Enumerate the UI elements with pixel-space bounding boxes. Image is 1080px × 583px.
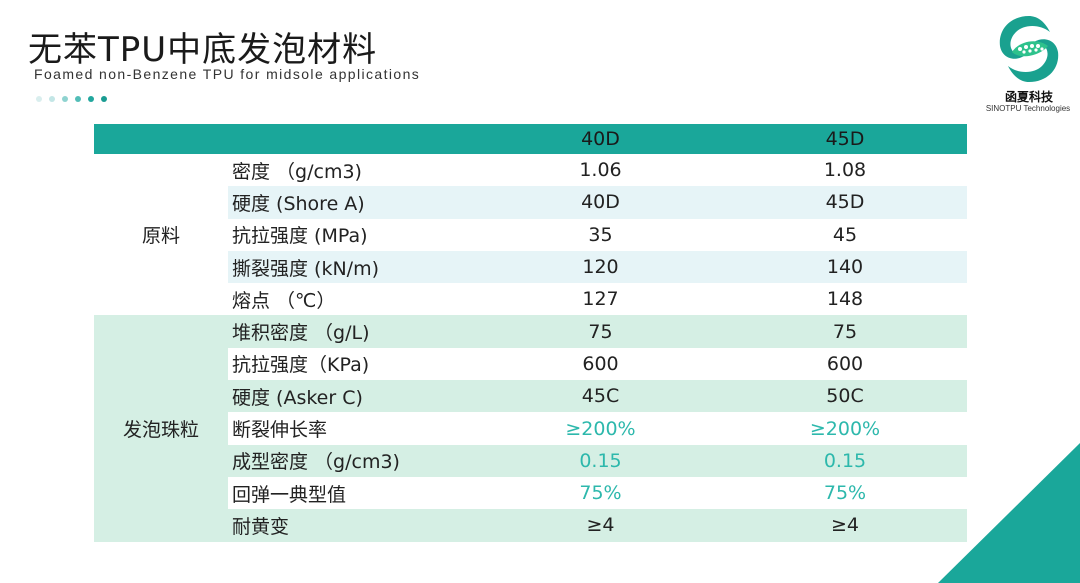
value-45d-cell: 75 [723,315,967,348]
table-header-row: 40D 45D [94,124,967,154]
property-cell: 耐黄变 [228,509,478,542]
value-45d-cell: 75% [723,476,967,510]
brand-name-en: SINOTPU Technologies [985,104,1071,113]
table-row: 撕裂强度 (kN/m) 120 140 [94,250,967,284]
property-cell: 密度 （g/cm3) [228,154,478,187]
brand-name-cn: 函夏科技 [1004,90,1053,104]
dot [49,96,55,102]
value-40d-cell: 1.06 [478,154,723,187]
table-row: 耐黄变 ≥4 ≥4 [94,509,967,542]
table-row: 硬度 (Asker C) 45C 50C [94,380,967,413]
dot [75,96,81,102]
property-cell: 成型密度 （g/cm3) [228,444,478,477]
page-title: 无苯TPU中底发泡材料 [28,30,378,70]
table-row: 断裂伸长率 ≥200% ≥200% [94,412,967,445]
property-cell: 回弹一典型值 [228,476,478,510]
corner-decoration [938,443,1080,583]
company-logo: 函夏科技 SINOTPU Technologies [984,12,1074,116]
value-40d-cell: 75 [478,315,723,348]
property-cell: 撕裂强度 (kN/m) [228,250,478,284]
value-45d-cell: 45 [723,218,967,251]
group-label: 发泡珠粒 [94,315,228,542]
value-40d-cell: 120 [478,250,723,284]
dot [36,96,42,102]
header-group-cell [94,124,228,154]
value-45d-cell: 50C [723,380,967,413]
value-45d-cell: 1.08 [723,154,967,187]
table-row: 原料 密度 （g/cm3) 1.06 1.08 [94,154,967,316]
table-row: 熔点 （℃） 127 148 [94,283,967,316]
value-40d-cell: 45C [478,380,723,413]
table-row: 发泡珠粒 堆积密度 （g/L) 75 75 [94,315,967,542]
property-cell: 抗拉强度 (MPa) [228,218,478,251]
page-subtitle: Foamed non-Benzene TPU for midsole appli… [34,66,421,82]
value-40d-cell: 75% [478,476,723,510]
value-45d-cell: 0.15 [723,444,967,477]
decorative-dots [36,96,107,102]
value-45d-cell: 148 [723,283,967,316]
green-swirl-logo-icon [999,16,1059,82]
value-40d-cell: 0.15 [478,444,723,477]
value-40d-cell: 127 [478,283,723,316]
header-col-40d: 40D [478,124,723,154]
property-cell: 堆积密度 （g/L) [228,315,478,348]
dot [62,96,68,102]
table-row: 成型密度 （g/cm3) 0.15 0.15 [94,444,967,477]
value-45d-cell: 45D [723,186,967,219]
value-40d-cell: ≥4 [478,509,723,542]
value-45d-cell: ≥4 [723,509,967,542]
property-cell: 抗拉强度（KPa) [228,347,478,381]
header-col-45d: 45D [723,124,967,154]
value-40d-cell: 600 [478,347,723,381]
table-row: 硬度 (Shore A) 40D 45D [94,186,967,219]
value-40d-cell: 40D [478,186,723,219]
group-label: 原料 [94,154,228,316]
property-cell: 断裂伸长率 [228,412,478,445]
header-property-cell [228,124,478,154]
value-45d-cell: 140 [723,250,967,284]
value-45d-cell: 600 [723,347,967,381]
table-row: 抗拉强度（KPa) 600 600 [94,347,967,381]
property-cell: 硬度 (Shore A) [228,186,478,219]
value-40d-cell: ≥200% [478,412,723,445]
value-45d-cell: ≥200% [723,412,967,445]
table-row: 抗拉强度 (MPa) 35 45 [94,218,967,251]
property-cell: 硬度 (Asker C) [228,380,478,413]
properties-table: 40D 45D 原料 密度 （g/cm3) 1.06 1.08 硬度 (Shore A)… [94,124,967,542]
dot [88,96,94,102]
dot [101,96,107,102]
value-40d-cell: 35 [478,218,723,251]
table-row: 回弹一典型值 75% 75% [94,476,967,510]
property-cell: 熔点 （℃） [228,283,478,316]
